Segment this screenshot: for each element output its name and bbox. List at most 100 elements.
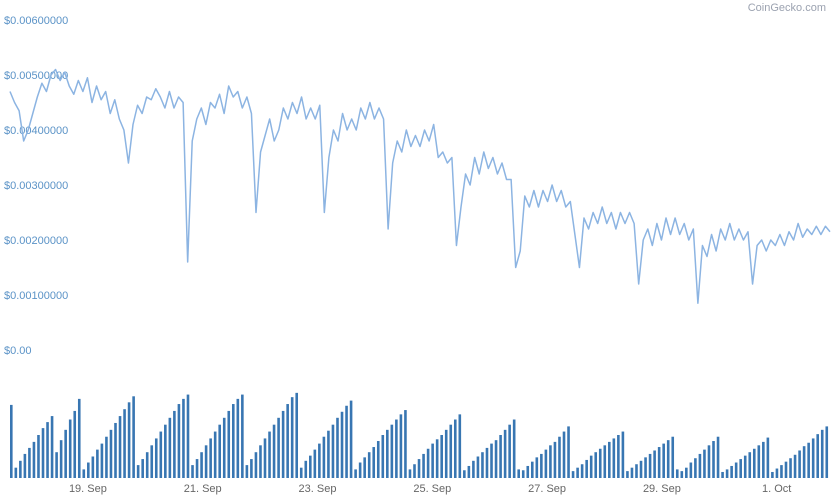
volume-bar bbox=[28, 448, 31, 478]
volume-bar bbox=[341, 412, 344, 478]
volume-bar bbox=[658, 447, 661, 478]
volume-bar bbox=[685, 468, 688, 478]
volume-bar bbox=[603, 445, 606, 478]
volume-bar bbox=[753, 449, 756, 478]
volume-bar bbox=[327, 431, 330, 478]
y-axis-label: $0.00600000 bbox=[4, 15, 68, 27]
volume-bar bbox=[567, 426, 570, 478]
volume-bar bbox=[699, 454, 702, 478]
x-axis-label: 21. Sep bbox=[184, 483, 222, 495]
volume-bar bbox=[255, 452, 258, 478]
volume-bar bbox=[114, 423, 117, 478]
volume-bar bbox=[318, 444, 321, 478]
volume-bar bbox=[472, 461, 475, 478]
volume-bar bbox=[268, 432, 271, 478]
volume-bar bbox=[499, 435, 502, 478]
volume-bar bbox=[780, 465, 783, 478]
x-axis-label: 25. Sep bbox=[413, 483, 451, 495]
volume-bar bbox=[694, 458, 697, 478]
volume-bar bbox=[182, 399, 185, 478]
volume-bar bbox=[712, 441, 715, 478]
volume-bar bbox=[110, 430, 113, 478]
volume-bar bbox=[15, 468, 18, 478]
volume-bar bbox=[123, 409, 126, 478]
volume-bar bbox=[223, 418, 226, 478]
volume-bar bbox=[119, 416, 122, 478]
volume-bar bbox=[422, 454, 425, 478]
volume-bar bbox=[250, 459, 253, 478]
volume-bar bbox=[42, 428, 45, 478]
volume-bar bbox=[169, 418, 172, 478]
volume-bar bbox=[286, 404, 289, 478]
x-axis-label: 23. Sep bbox=[299, 483, 337, 495]
volume-bar bbox=[164, 425, 167, 478]
volume-bar bbox=[662, 444, 665, 478]
volume-bar bbox=[486, 448, 489, 478]
volume-bar bbox=[649, 454, 652, 478]
volume-bar bbox=[690, 463, 693, 478]
x-axis-label: 1. Oct bbox=[762, 483, 791, 495]
volume-bar bbox=[558, 437, 561, 478]
volume-bar bbox=[721, 472, 724, 478]
volume-bar bbox=[92, 457, 95, 479]
volume-bar bbox=[667, 440, 670, 478]
x-axis-label: 19. Sep bbox=[69, 483, 107, 495]
x-axis-label: 29. Sep bbox=[643, 483, 681, 495]
volume-bar bbox=[336, 418, 339, 478]
volume-bar bbox=[726, 469, 729, 478]
y-axis-label: $0.00100000 bbox=[4, 290, 68, 302]
volume-bar bbox=[413, 464, 416, 478]
volume-bar bbox=[449, 425, 452, 478]
volume-bar bbox=[101, 444, 104, 478]
volume-bar bbox=[563, 432, 566, 478]
volume-bar bbox=[51, 416, 54, 478]
volume-bar bbox=[173, 411, 176, 478]
volume-bar bbox=[196, 459, 199, 478]
volume-bar bbox=[526, 466, 529, 478]
volume-bar bbox=[758, 445, 761, 478]
volume-bar bbox=[463, 470, 466, 478]
volume-bar bbox=[24, 454, 27, 478]
volume-bar bbox=[314, 450, 317, 478]
volume-bar bbox=[241, 395, 244, 478]
volume-bar bbox=[590, 456, 593, 478]
volume-bar bbox=[735, 463, 738, 478]
volume-bar bbox=[96, 450, 99, 478]
volume-bar bbox=[363, 457, 366, 478]
volume-bar bbox=[277, 418, 280, 478]
volume-bar bbox=[227, 411, 230, 478]
volume-bar bbox=[55, 452, 58, 478]
volume-bar bbox=[477, 457, 480, 479]
volume-bar bbox=[187, 395, 190, 478]
volume-bar bbox=[617, 435, 620, 478]
volume-bar bbox=[372, 447, 375, 478]
volume-bar bbox=[445, 430, 448, 478]
volume-bar bbox=[354, 469, 357, 478]
volume-bar bbox=[776, 469, 779, 478]
volume-bar bbox=[807, 443, 810, 478]
volume-bar bbox=[513, 420, 516, 478]
volume-bar bbox=[33, 442, 36, 478]
volume-bar bbox=[495, 440, 498, 478]
volume-bar bbox=[613, 438, 616, 478]
volume-bar bbox=[78, 399, 81, 478]
volume-bar bbox=[717, 437, 720, 478]
volume-bar bbox=[146, 452, 149, 478]
volume-bar bbox=[599, 449, 602, 478]
volume-bar bbox=[640, 461, 643, 478]
volume-bar bbox=[209, 438, 212, 478]
y-axis-label: $0.00 bbox=[4, 345, 32, 357]
volume-bar bbox=[191, 465, 194, 478]
volume-bar bbox=[150, 445, 153, 478]
volume-bar bbox=[332, 425, 335, 478]
volume-bar bbox=[549, 445, 552, 478]
volume-bar bbox=[744, 456, 747, 478]
volume-bar bbox=[671, 437, 674, 478]
volume-bar bbox=[259, 445, 262, 478]
volume-bar bbox=[481, 452, 484, 478]
volume-bar bbox=[748, 452, 751, 478]
volume-bar bbox=[214, 432, 217, 478]
volume-bar bbox=[409, 469, 412, 478]
volume-bar bbox=[105, 437, 108, 478]
volume-bar bbox=[459, 414, 462, 478]
